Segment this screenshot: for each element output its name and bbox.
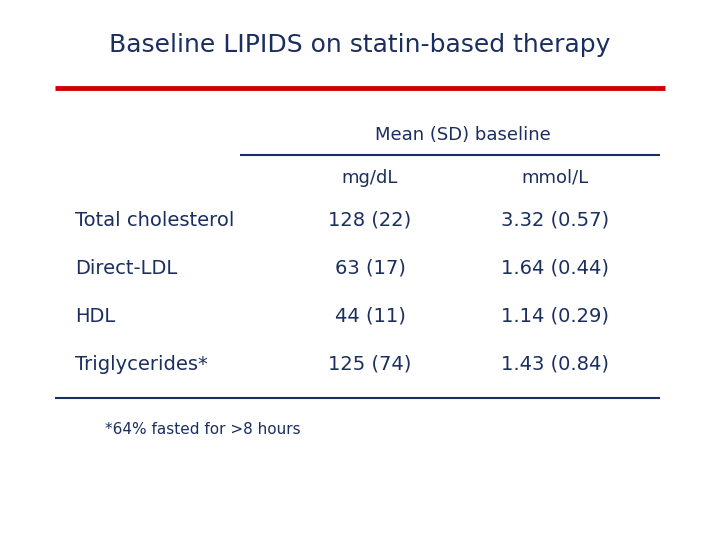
Text: mg/dL: mg/dL: [342, 169, 398, 187]
Text: 128 (22): 128 (22): [328, 211, 412, 229]
Text: HDL: HDL: [75, 307, 115, 326]
Text: 44 (11): 44 (11): [335, 307, 405, 326]
Text: Triglycerides*: Triglycerides*: [75, 354, 208, 374]
Text: 63 (17): 63 (17): [335, 259, 405, 278]
Text: Total cholesterol: Total cholesterol: [75, 211, 235, 229]
Text: *64% fasted for >8 hours: *64% fasted for >8 hours: [105, 422, 301, 437]
Text: 1.14 (0.29): 1.14 (0.29): [501, 307, 609, 326]
Text: 1.43 (0.84): 1.43 (0.84): [501, 354, 609, 374]
Text: mmol/L: mmol/L: [521, 169, 589, 187]
Text: Mean (SD) baseline: Mean (SD) baseline: [375, 126, 551, 144]
Text: 3.32 (0.57): 3.32 (0.57): [501, 211, 609, 229]
Text: 125 (74): 125 (74): [328, 354, 412, 374]
Text: Baseline LIPIDS on statin-based therapy: Baseline LIPIDS on statin-based therapy: [109, 33, 611, 57]
Text: Direct-LDL: Direct-LDL: [75, 259, 177, 278]
Text: 1.64 (0.44): 1.64 (0.44): [501, 259, 609, 278]
